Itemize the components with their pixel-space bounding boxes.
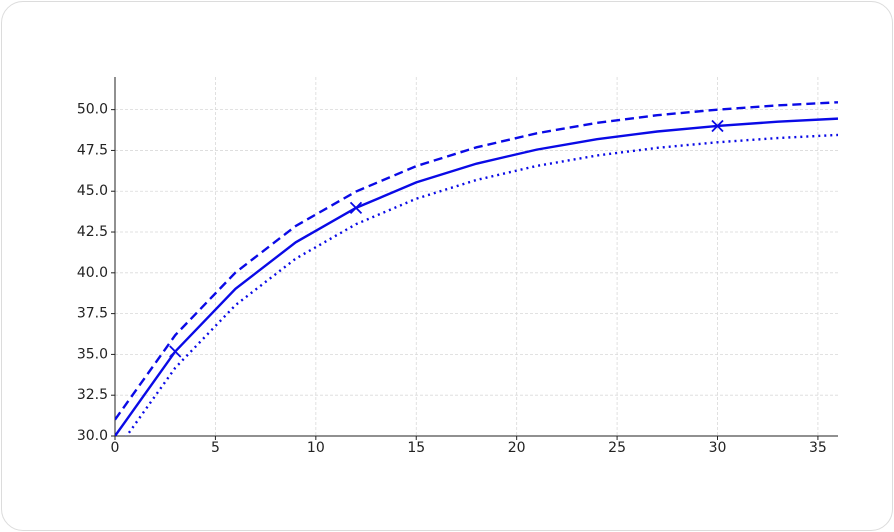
y-tick-label: 40.0 — [77, 265, 108, 281]
line-series — [125, 133, 838, 436]
y-tick-label: 32.5 — [77, 387, 108, 403]
y-tick-label: 37.5 — [77, 306, 108, 322]
x-tick-label: 20 — [508, 440, 526, 456]
x-tick-label: 25 — [608, 440, 626, 456]
y-tick-label: 30.0 — [77, 428, 108, 444]
x-tick-label: 10 — [307, 440, 325, 456]
marker — [169, 345, 182, 358]
y-tick-label: 35.0 — [77, 346, 108, 362]
x-tick-label: 35 — [809, 440, 827, 456]
marker — [711, 119, 724, 133]
marker — [349, 201, 363, 215]
x-tick-label: 15 — [407, 440, 425, 456]
plot-area — [115, 101, 838, 436]
x-tick-label: 5 — [211, 440, 220, 456]
line-series — [115, 101, 838, 421]
y-tick-label: 47.5 — [77, 142, 108, 158]
y-tick-label: 50.0 — [77, 102, 108, 118]
y-tick-label: 45.0 — [77, 183, 108, 199]
line-series — [115, 117, 838, 436]
y-tick-label: 42.5 — [77, 224, 108, 240]
x-tick-label: 0 — [111, 440, 120, 456]
x-tick-label: 30 — [709, 440, 727, 456]
